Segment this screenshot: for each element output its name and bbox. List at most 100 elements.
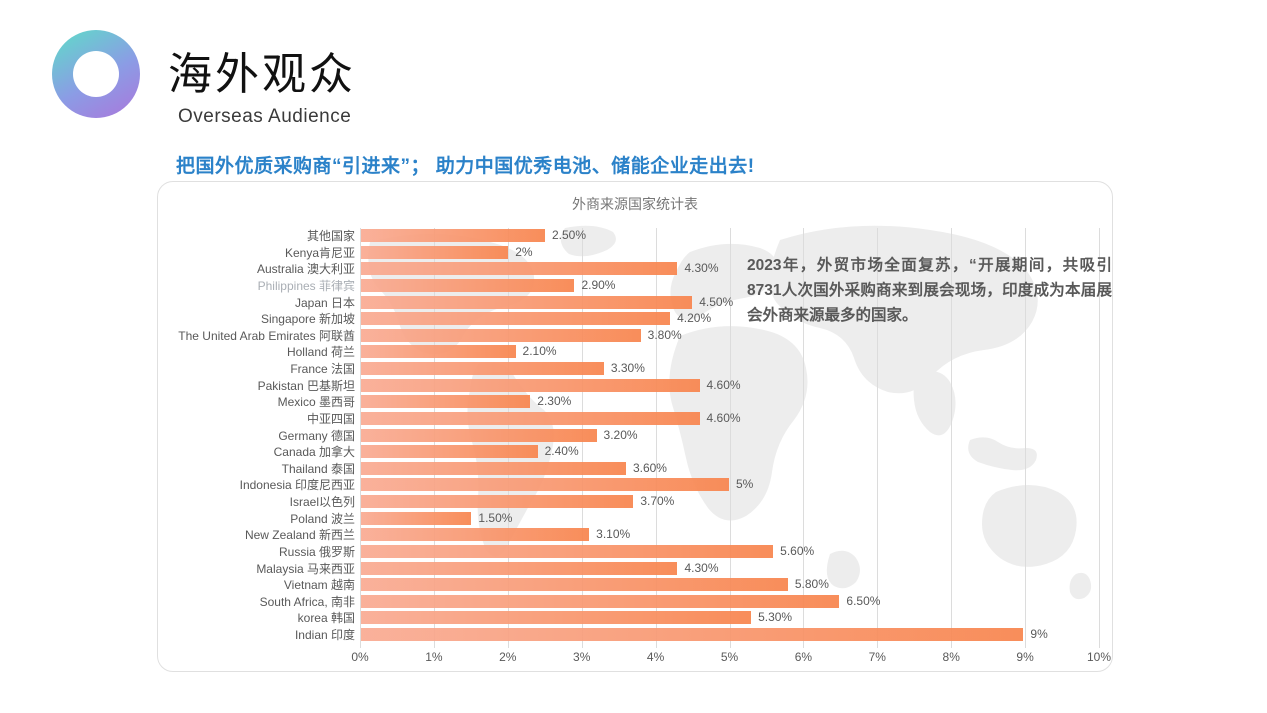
category-label: Indonesia 印度尼西亚 bbox=[239, 478, 355, 493]
chart-row: Canada 加拿大 2.40% bbox=[158, 444, 1112, 460]
bar-value-label: 2.90% bbox=[581, 277, 616, 292]
chart-title: 外商来源国家统计表 bbox=[572, 196, 698, 212]
category-label: Russia 俄罗斯 bbox=[278, 544, 355, 559]
page-title: 海外观众 bbox=[168, 50, 356, 99]
bar-value-label: 4.30% bbox=[684, 560, 719, 575]
category-label: France 法国 bbox=[290, 362, 355, 376]
bar-track: 5.60% bbox=[361, 544, 1097, 558]
bar bbox=[361, 611, 752, 625]
category-label: Canada 加拿大 bbox=[273, 445, 355, 460]
x-axis-tick-label: 8% bbox=[942, 650, 960, 664]
bar-value-label: 3.60% bbox=[632, 460, 667, 475]
bar bbox=[361, 445, 538, 459]
bar-value-label: 9% bbox=[1030, 627, 1048, 641]
bar bbox=[361, 295, 693, 309]
brand-ring-logo-hole bbox=[73, 51, 119, 97]
category-label: Kenya肯尼亚 bbox=[284, 245, 355, 260]
bar-track: 2.50% bbox=[361, 229, 1097, 242]
x-axis-tick-label: 2% bbox=[499, 650, 517, 664]
x-axis-tick-label: 6% bbox=[794, 650, 813, 664]
category-label: Germany 德国 bbox=[278, 428, 355, 443]
category-label: Japan 日本 bbox=[294, 295, 355, 310]
bar bbox=[361, 328, 641, 342]
chart-row: Russia 俄罗斯 5.60% bbox=[158, 544, 1112, 559]
bar-value-label: 5.80% bbox=[794, 577, 829, 592]
category-label: Vietnam 越南 bbox=[283, 578, 355, 593]
bar bbox=[361, 428, 597, 442]
bar-track: 2.10% bbox=[361, 344, 1097, 359]
x-axis-tick-label: 0% bbox=[351, 650, 369, 664]
bar bbox=[361, 528, 590, 542]
brand-ring-logo bbox=[52, 30, 140, 118]
category-label: Poland 波兰 bbox=[290, 511, 355, 526]
chart-row: New Zealand 新西兰 3.10% bbox=[158, 528, 1112, 543]
bar-track: 3.30% bbox=[361, 362, 1097, 375]
bar-track: 6.50% bbox=[361, 594, 1097, 608]
bar-value-label: 4.60% bbox=[706, 410, 741, 425]
chart-row: Israel以色列 3.70% bbox=[158, 495, 1112, 510]
chart-row: Holland 荷兰 2.10% bbox=[158, 344, 1112, 360]
bar-track: 1.50% bbox=[361, 510, 1097, 525]
bar-value-label: 2.50% bbox=[552, 228, 587, 242]
headline-text: 把国外优质采购商“引进来”； 助力中国优秀电池、储能企业走出去! bbox=[176, 156, 755, 177]
category-label: Holland 荷兰 bbox=[286, 345, 355, 360]
x-axis-tick-label: 3% bbox=[573, 650, 591, 664]
bar-track: 5% bbox=[361, 477, 1097, 492]
bar bbox=[361, 362, 604, 375]
chart-row: Vietnam 越南 5.80% bbox=[158, 577, 1112, 593]
bar bbox=[361, 561, 678, 575]
chart-card: 外商来源国家统计表 bbox=[157, 181, 1113, 672]
chart-row: Poland 波兰 1.50% bbox=[158, 510, 1112, 526]
chart-row: 中亚四国 4.60% bbox=[158, 410, 1112, 426]
chart-row: korea 韩国 5.30% bbox=[158, 610, 1112, 626]
bar bbox=[361, 245, 509, 259]
bar bbox=[361, 378, 700, 392]
chart-row: Indian 印度 9% bbox=[158, 628, 1112, 643]
chart-row: South Africa, 南非 6.50% bbox=[158, 594, 1112, 609]
bar bbox=[361, 544, 774, 558]
category-label: Singapore 新加坡 bbox=[260, 312, 355, 327]
bar-value-label: 4.20% bbox=[677, 311, 712, 326]
bar-value-label: 3.70% bbox=[640, 494, 675, 508]
x-axis-tick-label: 1% bbox=[425, 650, 443, 664]
bar-track: 3.70% bbox=[361, 495, 1097, 508]
category-label: Philippines 菲律宾 bbox=[257, 278, 355, 293]
bar-value-label: 2.10% bbox=[522, 344, 557, 359]
bar bbox=[361, 395, 531, 409]
bar bbox=[361, 511, 472, 525]
bar-value-label: 2.40% bbox=[544, 444, 579, 459]
category-label: Mexico 墨西哥 bbox=[277, 395, 355, 410]
category-label: Pakistan 巴基斯坦 bbox=[257, 378, 355, 393]
bar bbox=[361, 594, 840, 608]
bar-value-label: 5.30% bbox=[758, 610, 793, 625]
category-label: Indian 印度 bbox=[294, 628, 355, 642]
bar-value-label: 3.30% bbox=[610, 361, 645, 375]
chart-row: 其他国家 2.50% bbox=[158, 229, 1112, 244]
bar-value-label: 3.20% bbox=[603, 427, 638, 442]
bar-track: 4.60% bbox=[361, 378, 1097, 392]
bar-track: 2.30% bbox=[361, 394, 1097, 409]
bar-track: 9% bbox=[361, 628, 1097, 641]
bar bbox=[361, 262, 678, 276]
chart-row: Germany 德国 3.20% bbox=[158, 427, 1112, 443]
bar-track: 5.80% bbox=[361, 577, 1097, 592]
chart-row: Indonesia 印度尼西亚 5% bbox=[158, 477, 1112, 493]
x-axis-tick-label: 9% bbox=[1016, 650, 1034, 664]
bar bbox=[361, 578, 788, 592]
bar-value-label: 1.50% bbox=[478, 510, 513, 525]
bar bbox=[361, 478, 729, 492]
page-subtitle: Overseas Audience bbox=[178, 106, 352, 127]
bar-value-label: 2.30% bbox=[537, 394, 572, 409]
chart-row: Pakistan 巴基斯坦 4.60% bbox=[158, 378, 1112, 393]
chart-row: Thailand 泰国 3.60% bbox=[158, 460, 1112, 476]
category-label: Malaysia 马来西亚 bbox=[256, 561, 355, 576]
bar-value-label: 5% bbox=[736, 477, 754, 492]
x-axis-tick-label: 4% bbox=[646, 650, 665, 664]
bar-track: 3.20% bbox=[361, 427, 1097, 442]
bar-track: 2.40% bbox=[361, 444, 1097, 459]
category-label: New Zealand 新西兰 bbox=[244, 528, 355, 543]
bar-value-label: 2% bbox=[515, 244, 533, 259]
bar-value-label: 4.30% bbox=[684, 261, 719, 276]
bar-track: 3.60% bbox=[361, 460, 1097, 475]
chart-row: France 法国 3.30% bbox=[158, 362, 1112, 377]
